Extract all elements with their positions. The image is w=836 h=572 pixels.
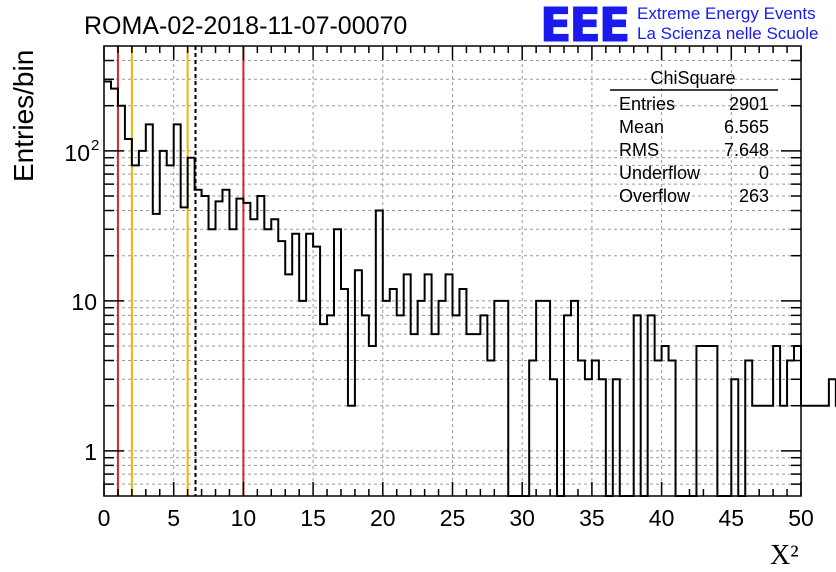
- y-tick-label: 10: [64, 140, 90, 166]
- x-tick-label: 25: [440, 505, 466, 531]
- stats-label: RMS: [619, 140, 659, 160]
- axis-ticks: [103, 46, 802, 496]
- stats-value: 7.648: [724, 140, 769, 160]
- x-tick-label: 50: [788, 505, 814, 531]
- x-tick-label: 40: [649, 505, 675, 531]
- y-tick-label: 10: [71, 289, 97, 315]
- histogram-step-line: [104, 80, 836, 497]
- x-tick-label: 15: [300, 505, 326, 531]
- x-tick-label: 20: [370, 505, 396, 531]
- y-tick-label: 1: [84, 439, 97, 465]
- reference-lines: [116, 46, 245, 496]
- x-tick-label: 30: [509, 505, 535, 531]
- logo-subtitle-line2: La Scienza nelle Scuole: [637, 24, 818, 43]
- x-tick-label: 10: [231, 505, 257, 531]
- x-axis-label: X²: [770, 540, 799, 571]
- eee-logo: EEE: [540, 0, 628, 52]
- stats-label: Entries: [619, 94, 675, 114]
- x-tick-label: 5: [167, 505, 180, 531]
- stats-value: 263: [739, 186, 769, 206]
- y-axis-label: Entries/bin: [8, 50, 39, 182]
- y-tick-label-exponent: 2: [91, 137, 99, 154]
- stats-label: Underflow: [619, 163, 701, 183]
- logo-subtitle-line1: Extreme Energy Events: [637, 4, 816, 23]
- chart-title: ROMA-02-2018-11-07-00070: [84, 12, 407, 40]
- stats-value: 2901: [729, 94, 769, 114]
- stats-title: ChiSquare: [650, 68, 735, 88]
- x-tick-labels: 0 5 10 15 20 25 30 35 40 45 50: [98, 505, 814, 531]
- x-tick-label: 0: [98, 505, 111, 531]
- stats-value: 6.565: [724, 117, 769, 137]
- stats-value: 0: [759, 163, 769, 183]
- x-tick-label: 35: [579, 505, 605, 531]
- stats-label: Mean: [619, 117, 664, 137]
- stats-box: ChiSquare Entries 2901 Mean 6.565 RMS 7.648 Un…: [610, 68, 778, 206]
- stats-label: Overflow: [619, 186, 691, 206]
- x-tick-label: 45: [719, 505, 745, 531]
